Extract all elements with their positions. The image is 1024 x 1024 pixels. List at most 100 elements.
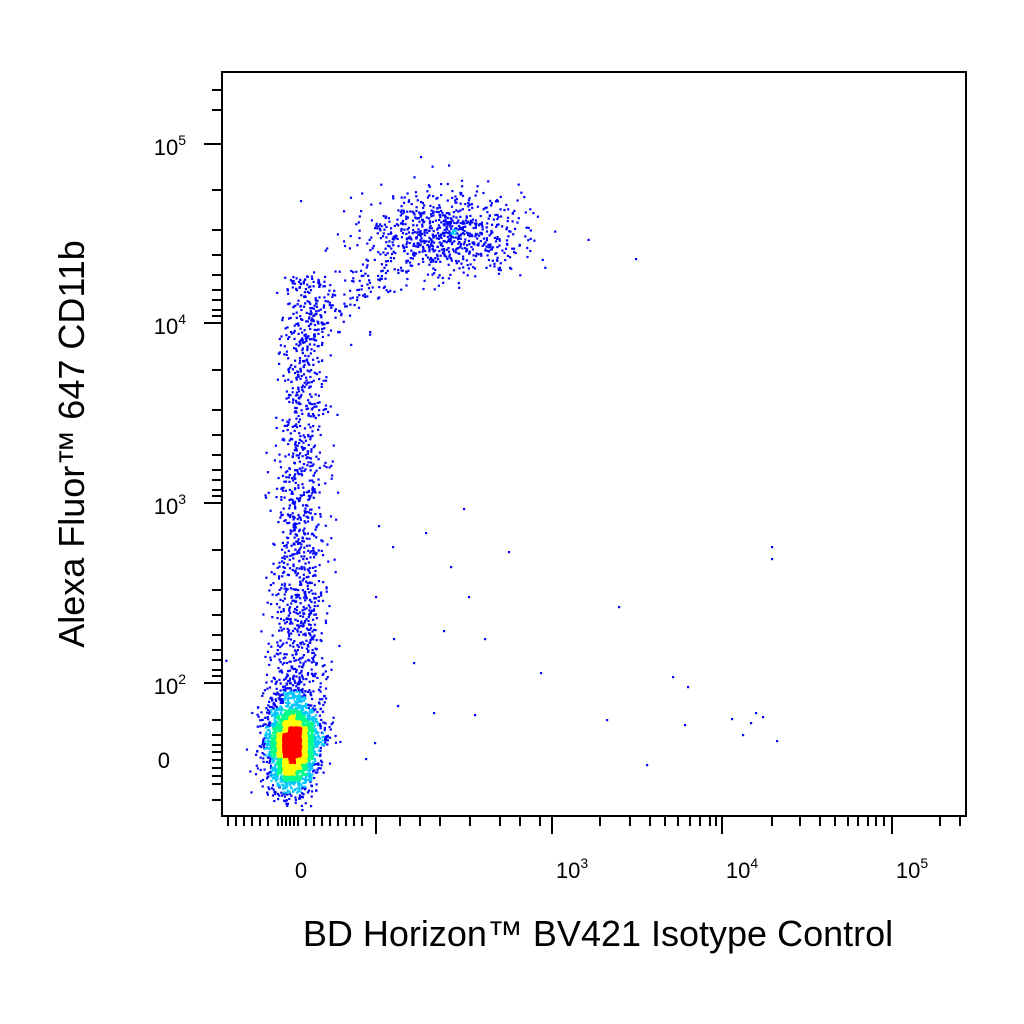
scatter-point bbox=[434, 219, 437, 222]
scatter-point bbox=[312, 318, 315, 322]
scatter-point bbox=[312, 651, 315, 654]
scatter-point bbox=[297, 626, 300, 629]
scatter-point bbox=[311, 307, 314, 310]
scatter-point bbox=[333, 289, 336, 292]
scatter-point bbox=[262, 744, 266, 747]
scatter-point bbox=[303, 436, 306, 439]
scatter-point bbox=[296, 758, 299, 761]
scatter-point bbox=[322, 554, 325, 557]
scatter-point bbox=[287, 443, 290, 446]
scatter-point bbox=[397, 271, 400, 275]
scatter-point bbox=[298, 683, 301, 686]
scatter-point bbox=[496, 223, 499, 226]
scatter-point bbox=[506, 243, 509, 246]
scatter-point bbox=[291, 712, 294, 715]
scatter-point bbox=[256, 750, 259, 753]
scatter-point bbox=[429, 256, 433, 260]
scatter-point bbox=[284, 697, 287, 700]
scatter-point bbox=[314, 565, 317, 569]
scatter-point bbox=[299, 790, 302, 793]
scatter-point bbox=[452, 236, 455, 239]
scatter-point bbox=[310, 494, 313, 497]
scatter-point bbox=[266, 793, 269, 796]
scatter-point bbox=[301, 641, 304, 644]
scatter-point bbox=[295, 670, 298, 673]
scatter-point bbox=[301, 352, 304, 355]
scatter-point bbox=[491, 223, 494, 226]
scatter-point bbox=[281, 766, 284, 769]
scatter-point bbox=[309, 711, 313, 714]
scatter-point bbox=[269, 734, 272, 738]
scatter-point bbox=[385, 236, 388, 239]
scatter-point bbox=[468, 232, 471, 235]
scatter-point bbox=[284, 471, 287, 474]
scatter-point bbox=[266, 471, 269, 474]
scatter-point bbox=[301, 696, 305, 699]
scatter-point bbox=[334, 734, 337, 738]
scatter-point bbox=[319, 741, 323, 744]
scatter-point bbox=[296, 697, 299, 700]
scatter-point bbox=[310, 600, 313, 603]
scatter-point bbox=[465, 216, 468, 219]
scatter-point bbox=[287, 357, 290, 360]
scatter-point bbox=[308, 775, 311, 778]
scatter-point bbox=[304, 562, 307, 565]
scatter-point bbox=[261, 743, 264, 746]
scatter-point bbox=[286, 673, 289, 676]
scatter-point bbox=[499, 262, 502, 265]
scatter-point bbox=[268, 750, 271, 754]
scatter-point bbox=[315, 639, 318, 642]
scatter-point bbox=[296, 644, 299, 647]
scatter-point bbox=[505, 226, 509, 229]
scatter-point bbox=[400, 205, 403, 208]
scatter-point bbox=[349, 196, 353, 199]
scatter-point bbox=[277, 592, 280, 595]
scatter-point bbox=[285, 747, 288, 750]
scatter-point bbox=[465, 248, 469, 251]
scatter-point bbox=[313, 596, 316, 599]
scatter-point bbox=[286, 692, 289, 695]
scatter-point bbox=[292, 668, 295, 671]
scatter-point bbox=[262, 760, 265, 763]
scatter-point bbox=[422, 211, 425, 214]
scatter-point bbox=[442, 214, 445, 217]
scatter-point bbox=[291, 599, 294, 602]
scatter-point bbox=[305, 491, 309, 494]
scatter-point bbox=[302, 664, 305, 667]
scatter-point bbox=[268, 788, 271, 791]
scatter-point bbox=[295, 277, 298, 280]
scatter-point bbox=[310, 741, 314, 744]
scatter-point bbox=[386, 269, 389, 272]
scatter-point bbox=[294, 618, 297, 621]
scatter-point bbox=[266, 791, 269, 794]
scatter-point bbox=[300, 643, 303, 646]
scatter-point bbox=[374, 227, 377, 230]
scatter-point bbox=[294, 700, 297, 703]
scatter-point bbox=[285, 476, 288, 479]
scatter-point bbox=[419, 239, 422, 242]
scatter-point bbox=[290, 596, 293, 599]
scatter-point bbox=[296, 472, 300, 475]
scatter-point bbox=[294, 801, 297, 804]
scatter-point bbox=[380, 183, 383, 186]
scatter-point bbox=[295, 417, 298, 420]
scatter-point bbox=[272, 692, 276, 695]
scatter-point bbox=[286, 522, 289, 525]
scatter-point bbox=[496, 259, 499, 262]
scatter-point bbox=[319, 749, 322, 753]
scatter-point bbox=[435, 197, 438, 200]
scatter-point bbox=[268, 710, 271, 713]
scatter-point bbox=[454, 236, 457, 239]
scatter-point bbox=[482, 191, 485, 195]
scatter-point bbox=[284, 773, 287, 776]
scatter-point bbox=[315, 718, 318, 721]
scatter-point bbox=[276, 773, 279, 776]
scatter-point bbox=[397, 209, 400, 212]
scatter-point bbox=[276, 782, 279, 785]
scatter-point bbox=[514, 227, 517, 230]
scatter-point bbox=[334, 571, 337, 574]
scatter-point bbox=[303, 785, 306, 788]
scatter-point bbox=[312, 738, 315, 741]
scatter-point bbox=[298, 777, 301, 780]
scatter-point bbox=[283, 754, 286, 757]
